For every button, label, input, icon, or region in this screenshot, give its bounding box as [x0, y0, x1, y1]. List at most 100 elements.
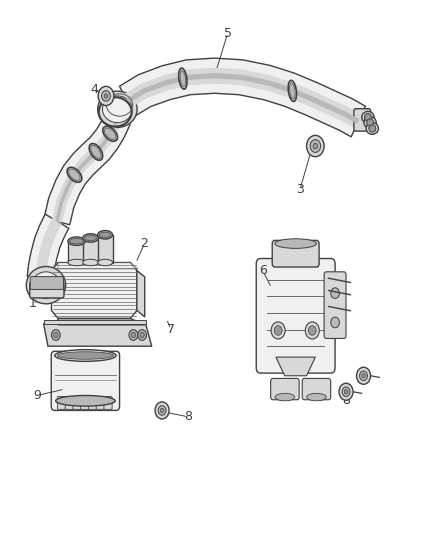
Polygon shape	[55, 110, 121, 222]
Circle shape	[160, 408, 164, 413]
Circle shape	[274, 326, 282, 335]
FancyBboxPatch shape	[98, 235, 113, 262]
FancyBboxPatch shape	[51, 351, 120, 410]
Ellipse shape	[98, 230, 113, 239]
Circle shape	[360, 371, 367, 381]
FancyBboxPatch shape	[81, 397, 89, 409]
Polygon shape	[43, 319, 145, 324]
Polygon shape	[43, 324, 152, 346]
Circle shape	[342, 387, 350, 397]
Ellipse shape	[364, 117, 376, 128]
Ellipse shape	[103, 126, 117, 141]
Polygon shape	[51, 262, 137, 318]
Ellipse shape	[180, 71, 186, 86]
Polygon shape	[124, 68, 361, 128]
FancyBboxPatch shape	[271, 378, 299, 400]
Text: 1: 1	[29, 297, 37, 310]
Ellipse shape	[104, 128, 116, 140]
Ellipse shape	[70, 238, 84, 244]
Circle shape	[102, 91, 110, 101]
Text: 2: 2	[141, 237, 148, 250]
Ellipse shape	[57, 352, 113, 359]
Circle shape	[140, 333, 144, 338]
Ellipse shape	[89, 143, 102, 160]
Ellipse shape	[32, 272, 60, 298]
Circle shape	[310, 140, 321, 152]
Polygon shape	[35, 219, 62, 279]
Polygon shape	[58, 262, 138, 269]
FancyBboxPatch shape	[88, 397, 97, 409]
Ellipse shape	[369, 125, 376, 132]
Circle shape	[98, 86, 114, 106]
Circle shape	[131, 333, 136, 338]
FancyBboxPatch shape	[272, 240, 319, 267]
FancyBboxPatch shape	[83, 238, 99, 262]
Circle shape	[357, 367, 371, 384]
FancyBboxPatch shape	[30, 277, 64, 289]
Polygon shape	[276, 357, 315, 376]
Ellipse shape	[85, 235, 97, 241]
Text: 8: 8	[184, 410, 192, 423]
Ellipse shape	[26, 266, 66, 304]
Ellipse shape	[98, 91, 137, 127]
Ellipse shape	[55, 350, 116, 361]
Circle shape	[138, 329, 146, 341]
Ellipse shape	[290, 83, 295, 99]
FancyBboxPatch shape	[30, 282, 64, 298]
FancyBboxPatch shape	[57, 397, 66, 409]
Ellipse shape	[69, 169, 80, 181]
Circle shape	[362, 374, 365, 378]
Circle shape	[313, 143, 318, 149]
Ellipse shape	[275, 239, 316, 248]
FancyBboxPatch shape	[68, 241, 85, 262]
Ellipse shape	[99, 232, 111, 237]
Circle shape	[158, 406, 166, 415]
FancyBboxPatch shape	[65, 397, 73, 409]
Ellipse shape	[307, 393, 326, 401]
FancyBboxPatch shape	[256, 259, 335, 373]
Circle shape	[305, 322, 319, 339]
Circle shape	[308, 326, 316, 335]
Text: 6: 6	[259, 264, 267, 277]
Ellipse shape	[91, 146, 101, 158]
Ellipse shape	[83, 233, 99, 242]
Circle shape	[307, 135, 324, 157]
Polygon shape	[27, 214, 69, 280]
Circle shape	[339, 383, 353, 400]
FancyBboxPatch shape	[302, 378, 331, 400]
Ellipse shape	[67, 167, 82, 182]
Text: 4: 4	[90, 83, 98, 96]
Polygon shape	[137, 271, 145, 317]
FancyBboxPatch shape	[324, 272, 346, 338]
FancyBboxPatch shape	[96, 397, 104, 409]
Circle shape	[155, 402, 169, 419]
Ellipse shape	[179, 68, 187, 89]
FancyBboxPatch shape	[73, 397, 81, 409]
Circle shape	[104, 94, 108, 98]
Circle shape	[344, 390, 348, 394]
Ellipse shape	[366, 123, 378, 134]
Circle shape	[129, 329, 138, 341]
Circle shape	[51, 329, 60, 341]
Ellipse shape	[288, 80, 297, 101]
Ellipse shape	[98, 259, 113, 265]
Ellipse shape	[367, 119, 374, 126]
Text: 3: 3	[296, 183, 304, 196]
Ellipse shape	[364, 114, 371, 121]
Text: 5: 5	[224, 27, 232, 39]
Ellipse shape	[102, 96, 132, 123]
Ellipse shape	[362, 111, 374, 123]
Circle shape	[271, 322, 285, 339]
Circle shape	[331, 317, 339, 328]
Polygon shape	[44, 108, 132, 225]
Ellipse shape	[68, 237, 85, 245]
FancyBboxPatch shape	[354, 109, 371, 131]
Text: 7: 7	[167, 323, 175, 336]
Polygon shape	[52, 110, 124, 223]
Ellipse shape	[275, 393, 295, 401]
Polygon shape	[120, 58, 365, 137]
Circle shape	[53, 333, 58, 338]
FancyBboxPatch shape	[104, 397, 112, 409]
Text: 9: 9	[33, 389, 41, 402]
Polygon shape	[58, 318, 145, 325]
